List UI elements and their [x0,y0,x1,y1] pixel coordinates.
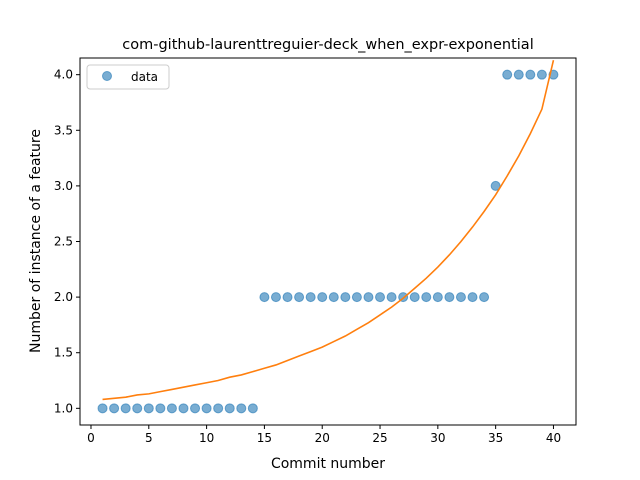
data-point [97,403,108,414]
x-tick-label: 40 [546,431,561,445]
chart-title: com-github-laurenttreguier-deck_when_exp… [122,37,533,53]
data-point [409,292,420,303]
y-axis-label: Number of instance of a feature [28,129,44,353]
data-point [525,69,536,80]
x-axis-label: Commit number [271,456,385,472]
legend-marker-data [102,71,112,81]
legend-box [86,64,170,90]
y-tick-label: 2.5 [54,235,73,249]
x-tick-label: 20 [315,431,330,445]
data-point [479,292,490,303]
legend-label-data: data [131,70,158,84]
data-point [340,292,351,303]
data-point [143,403,154,414]
x-tick-label: 35 [488,431,503,445]
data-point [432,292,443,303]
x-tick-label: 5 [145,431,153,445]
data-point [132,403,143,414]
x-axis: 0 5 10 15 20 25 30 35 40 [87,425,561,445]
data-point [317,292,328,303]
data-point [375,292,386,303]
data-point [386,292,397,303]
data-point [178,403,189,414]
data-point [444,292,455,303]
x-tick-label: 10 [199,431,214,445]
data-point [120,403,131,414]
plot-area [97,60,559,414]
data-point [201,403,212,414]
data-point [363,292,374,303]
data-point [455,292,466,303]
data-point [236,403,247,414]
data-point [502,69,513,80]
data-point [166,403,177,414]
data-point [109,403,120,414]
data-point [259,292,270,303]
x-tick-label: 25 [372,431,387,445]
data-point [490,180,501,191]
axes-frame [79,57,577,426]
y-tick-label: 4.0 [54,68,73,82]
data-point [421,292,432,303]
data-point [513,69,524,80]
data-point [224,403,235,414]
y-tick-label: 2.0 [54,290,73,304]
legend: data [86,64,170,90]
y-axis: 1.0 1.5 2.0 2.5 3.0 3.5 4.0 [54,68,80,415]
y-tick-label: 1.5 [54,346,73,360]
data-point [247,403,258,414]
x-tick-label: 0 [87,431,95,445]
data-point [294,292,305,303]
data-point [155,403,166,414]
y-tick-label: 3.0 [54,179,73,193]
data-point [351,292,362,303]
data-point [328,292,339,303]
fit-curve [102,60,555,401]
data-point [282,292,293,303]
data-point [270,292,281,303]
data-point [467,292,478,303]
x-tick-label: 15 [257,431,272,445]
data-point [536,69,547,80]
y-tick-label: 1.0 [54,401,73,415]
y-tick-label: 3.5 [54,123,73,137]
x-tick-label: 30 [430,431,445,445]
data-point [190,403,201,414]
data-point [213,403,224,414]
data-point [305,292,316,303]
